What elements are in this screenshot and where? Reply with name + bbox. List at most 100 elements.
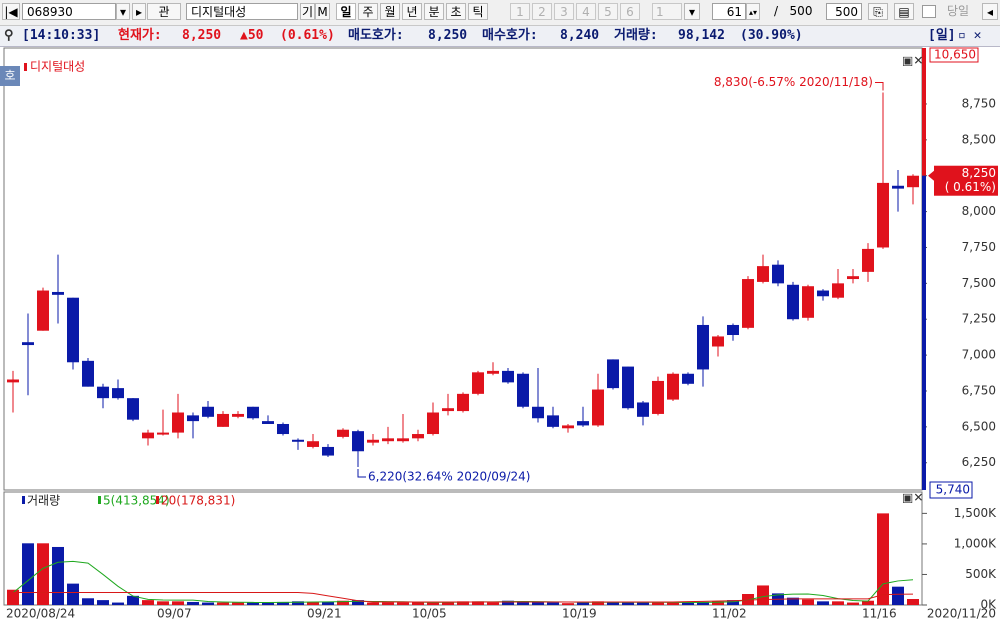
legend-swatch xyxy=(98,496,101,504)
volume-bar xyxy=(52,546,64,605)
candle-body xyxy=(757,266,769,282)
candle-body xyxy=(97,386,109,399)
legend-swatch xyxy=(156,496,159,504)
current-box xyxy=(934,165,998,196)
volume-bar xyxy=(757,585,769,605)
period-button[interactable]: 월 xyxy=(380,3,400,20)
number-button[interactable]: 1 xyxy=(510,3,530,20)
candle-body xyxy=(247,406,259,419)
x-tick-label: 2020/11/20 xyxy=(927,607,996,621)
volume-bar xyxy=(232,602,244,605)
volume-bar xyxy=(787,597,799,605)
candle-body xyxy=(697,324,709,370)
change: ▲50 xyxy=(240,28,264,43)
y-tick-label: 7,000 xyxy=(962,348,996,362)
icon-button[interactable]: ⎘ xyxy=(868,3,888,20)
count-input[interactable]: 61 xyxy=(712,3,746,20)
period-button[interactable]: 초 xyxy=(446,3,466,20)
candle-body xyxy=(7,379,19,383)
y-tick-label: 7,500 xyxy=(962,276,996,290)
volume-bar xyxy=(712,601,724,605)
total-box[interactable]: 500 xyxy=(826,3,862,20)
volume: 98,142 xyxy=(678,28,725,43)
ask-label: 매도호가: xyxy=(348,28,404,43)
dropdown[interactable]: ▾ xyxy=(684,3,700,20)
dropdown[interactable]: ▾ xyxy=(116,3,130,20)
volume-bar xyxy=(277,601,289,605)
x-tick-label: 11/16 xyxy=(862,607,897,621)
volume-bar xyxy=(262,602,274,605)
tool-button[interactable]: 기 xyxy=(300,3,315,20)
window-buttons[interactable]: ▫ ✕ xyxy=(958,28,982,43)
candle-body xyxy=(367,439,379,443)
volume-bar xyxy=(37,543,49,605)
change-pct: (0.61%) xyxy=(280,28,335,43)
next-button[interactable]: ▸ xyxy=(132,3,146,20)
legend-entry: 5(413,854) xyxy=(103,494,170,508)
volume-bar xyxy=(412,601,424,605)
period-button[interactable]: 주 xyxy=(358,3,378,20)
candle-body xyxy=(772,264,784,284)
volume-bar xyxy=(82,598,94,605)
first-button[interactable]: |◀ xyxy=(2,3,20,20)
volume-pct: (30.90%) xyxy=(740,28,803,43)
candle-body xyxy=(22,342,34,346)
candle-body xyxy=(217,413,229,427)
candle-body xyxy=(292,439,304,442)
candle-body xyxy=(442,408,454,412)
checkbox[interactable] xyxy=(922,5,936,18)
x-tick-label: 11/02 xyxy=(712,607,747,621)
legend-swatch xyxy=(22,496,25,504)
period-button[interactable]: 분 xyxy=(424,3,444,20)
volume-bar xyxy=(217,602,229,605)
y-tick-label: 7,750 xyxy=(962,240,996,254)
number-button[interactable]: 2 xyxy=(532,3,552,20)
volume-bar xyxy=(337,600,349,605)
number-button[interactable]: 3 xyxy=(554,3,574,20)
volume-bar xyxy=(532,601,544,605)
select-box[interactable]: 1 xyxy=(652,3,682,20)
period-button[interactable]: 년 xyxy=(402,3,422,20)
volume-bar xyxy=(127,595,139,605)
candle-body xyxy=(532,406,544,419)
number-button[interactable]: 4 xyxy=(576,3,596,20)
y-tick-label: 8,750 xyxy=(962,96,996,110)
limit-bar-up xyxy=(922,48,926,176)
number-button[interactable]: 6 xyxy=(620,3,640,20)
volume-bar xyxy=(442,601,454,605)
price-legend: 디지털대성 xyxy=(30,60,85,74)
x-tick-label: 09/07 xyxy=(157,607,192,621)
search-button[interactable]: 관 xyxy=(147,3,181,20)
candle-body xyxy=(112,388,124,399)
candle-body xyxy=(832,283,844,298)
candle-body xyxy=(487,370,499,374)
volume-bar xyxy=(592,601,604,605)
candle-body xyxy=(37,290,49,331)
candle-body xyxy=(562,425,574,429)
candle-body xyxy=(682,373,694,384)
volume-bar xyxy=(892,586,904,605)
spinner[interactable]: ▴▾ xyxy=(746,3,760,20)
period-button[interactable]: 틱 xyxy=(468,3,488,20)
volume-bar xyxy=(307,601,319,605)
scroll-button[interactable]: ◂ xyxy=(982,3,998,20)
current-arrow xyxy=(928,170,934,181)
volume-bar xyxy=(322,601,334,605)
icon-button[interactable]: ▤ xyxy=(894,3,914,20)
candle-body xyxy=(502,370,514,383)
number-button[interactable]: 5 xyxy=(598,3,618,20)
volume-bar xyxy=(487,602,499,605)
panel-buttons[interactable]: ▣✕ xyxy=(902,491,923,505)
volume-bar xyxy=(502,600,514,605)
y-tick-label: 7,250 xyxy=(962,312,996,326)
annotation: 6,220(32.64% 2020/09/24) xyxy=(368,470,530,484)
tool-button[interactable]: M xyxy=(315,3,330,20)
volume-bar xyxy=(292,601,304,605)
panel-buttons[interactable]: ▣✕ xyxy=(902,54,923,68)
period-button[interactable]: 일 xyxy=(336,3,356,20)
x-tick-label: 10/05 xyxy=(412,607,447,621)
volume-bar xyxy=(577,602,589,605)
x-tick-label: 10/19 xyxy=(562,607,597,621)
y-tick-label: 6,500 xyxy=(962,419,996,433)
code-input[interactable]: 068930 xyxy=(22,3,116,20)
